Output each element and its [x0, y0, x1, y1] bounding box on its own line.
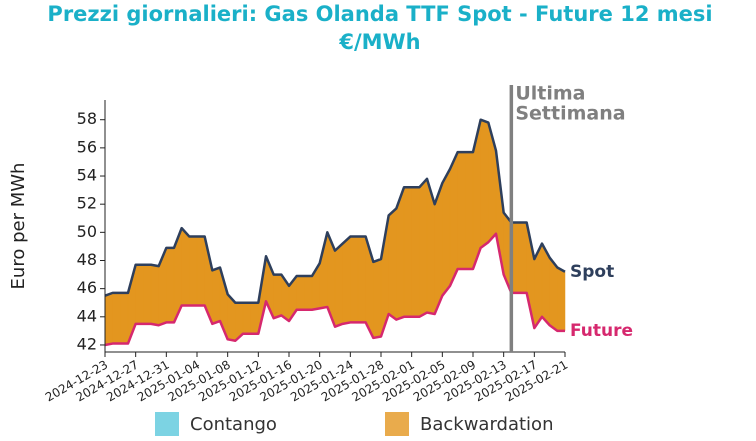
- spread-fill: [465, 151, 474, 270]
- spread-fill: [242, 302, 251, 334]
- series-label: Spot: [570, 262, 614, 282]
- spread-fill: [373, 258, 382, 339]
- y-axis-label: Euro per MWh: [8, 163, 29, 290]
- spread-fill: [480, 119, 489, 249]
- spread-fill: [388, 207, 397, 321]
- spread-fill: [557, 267, 566, 332]
- spread-fill: [419, 178, 428, 318]
- spread-fill: [518, 222, 527, 294]
- spread-fill: [403, 187, 412, 318]
- spread-fill: [112, 292, 121, 344]
- legend-swatch: [155, 412, 179, 436]
- spread-fill: [212, 267, 221, 325]
- y-tick-label: 50: [77, 222, 97, 241]
- spread-fill: [411, 187, 420, 318]
- spread-fill: [196, 236, 205, 306]
- spread-fill: [549, 256, 558, 332]
- line-future: [104, 232, 565, 347]
- spread-fill: [342, 235, 351, 325]
- spread-fill: [457, 151, 466, 270]
- spread-fill: [296, 275, 305, 311]
- y-tick-label: 58: [77, 109, 97, 128]
- spread-fill: [150, 264, 159, 326]
- spread-fill: [334, 243, 343, 328]
- spread-fill: [273, 274, 282, 319]
- spread-fill: [135, 264, 144, 325]
- spread-fill: [357, 236, 366, 323]
- spread-fill: [143, 264, 152, 325]
- spread-fill: [120, 292, 129, 344]
- spread-fill: [350, 236, 359, 323]
- spread-fill: [442, 168, 451, 297]
- line-spot: [104, 118, 566, 304]
- legend-swatch: [385, 412, 409, 436]
- y-tick-label: 46: [77, 278, 97, 297]
- spread-fill: [304, 275, 313, 311]
- legend-label: Contango: [190, 414, 277, 435]
- spread-fill: [166, 247, 175, 323]
- y-tick-label: 56: [77, 137, 97, 156]
- y-tick-label: 52: [77, 194, 97, 213]
- y-tick-label: 54: [77, 166, 97, 185]
- y-tick-label: 42: [77, 334, 97, 353]
- marker-label: Ultima: [515, 83, 585, 105]
- chart-title: €/MWh: [338, 30, 420, 54]
- marker-label: Settimana: [515, 103, 625, 125]
- y-tick-label: 48: [77, 250, 97, 269]
- spread-fill: [104, 292, 113, 346]
- spread-fill: [250, 302, 259, 334]
- legend-label: Backwardation: [420, 414, 553, 435]
- chart-title: Prezzi giornalieri: Gas Olanda TTF Spot …: [47, 2, 712, 26]
- spread-fill: [449, 151, 458, 286]
- spread-fill: [181, 227, 190, 306]
- series-label: Future: [570, 321, 633, 341]
- y-tick-label: 44: [77, 306, 97, 325]
- spread-fill: [189, 236, 198, 306]
